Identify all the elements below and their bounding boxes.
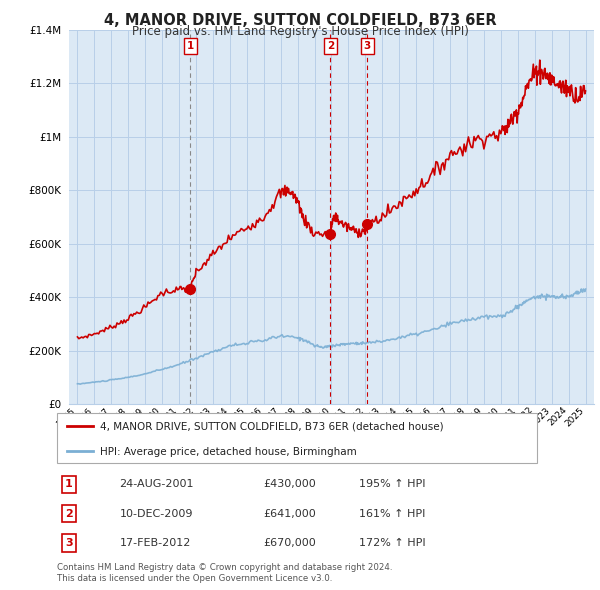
Text: 161% ↑ HPI: 161% ↑ HPI — [359, 509, 426, 519]
Text: 1: 1 — [187, 41, 194, 51]
Text: 3: 3 — [364, 41, 371, 51]
Text: 2: 2 — [65, 509, 73, 519]
Text: £430,000: £430,000 — [263, 479, 316, 489]
Text: 4, MANOR DRIVE, SUTTON COLDFIELD, B73 6ER (detached house): 4, MANOR DRIVE, SUTTON COLDFIELD, B73 6E… — [100, 421, 444, 431]
Text: 3: 3 — [65, 538, 73, 548]
FancyBboxPatch shape — [57, 413, 537, 463]
Text: 2: 2 — [327, 41, 334, 51]
Text: 4, MANOR DRIVE, SUTTON COLDFIELD, B73 6ER: 4, MANOR DRIVE, SUTTON COLDFIELD, B73 6E… — [104, 13, 496, 28]
Text: This data is licensed under the Open Government Licence v3.0.: This data is licensed under the Open Gov… — [57, 574, 332, 583]
Text: 10-DEC-2009: 10-DEC-2009 — [119, 509, 193, 519]
Text: HPI: Average price, detached house, Birmingham: HPI: Average price, detached house, Birm… — [100, 447, 357, 457]
Text: Contains HM Land Registry data © Crown copyright and database right 2024.: Contains HM Land Registry data © Crown c… — [57, 563, 392, 572]
Text: Price paid vs. HM Land Registry's House Price Index (HPI): Price paid vs. HM Land Registry's House … — [131, 25, 469, 38]
Text: £670,000: £670,000 — [263, 538, 316, 548]
Text: 1: 1 — [65, 479, 73, 489]
Text: 195% ↑ HPI: 195% ↑ HPI — [359, 479, 426, 489]
Text: 17-FEB-2012: 17-FEB-2012 — [119, 538, 191, 548]
Text: £641,000: £641,000 — [263, 509, 316, 519]
Text: 24-AUG-2001: 24-AUG-2001 — [119, 479, 194, 489]
Text: 172% ↑ HPI: 172% ↑ HPI — [359, 538, 426, 548]
